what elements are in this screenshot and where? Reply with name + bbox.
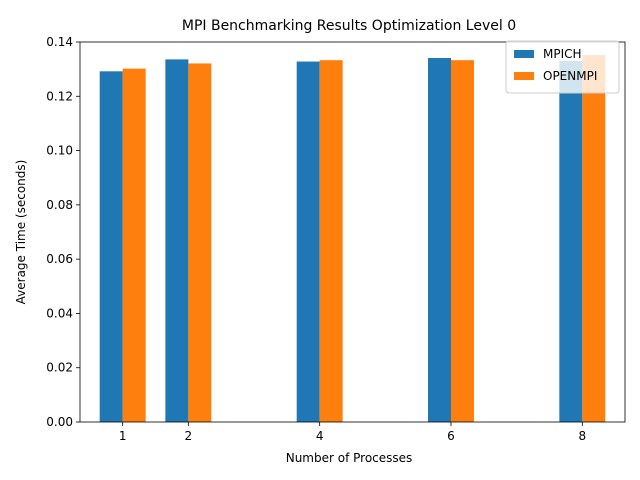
- x-tick-label: 8: [578, 429, 586, 443]
- y-tick-label: 0.02: [46, 361, 73, 375]
- chart-title: MPI Benchmarking Results Optimization Le…: [182, 18, 516, 34]
- axes-frame: [79, 41, 626, 423]
- bar-openmpi-1: [122, 68, 146, 422]
- plot-area: 1 2 4 6 8 0.00 0.02 0.04 0.06 0.08 0.10 0.12 0.14: [46, 35, 626, 443]
- x-tick-label: 4: [316, 429, 324, 443]
- y-tick-label: 0.00: [46, 415, 73, 429]
- y-tick-label: 0.04: [46, 306, 73, 320]
- bar-openmpi-6: [450, 60, 474, 422]
- bar-mpich-6: [428, 58, 451, 423]
- bar-mpich-2: [165, 59, 189, 422]
- x-tick-label: 1: [119, 429, 127, 443]
- bar-openmpi-2: [188, 63, 212, 422]
- y-axis-label: Average Time (seconds): [14, 160, 28, 305]
- legend-label-openmpi: OPENMPI: [543, 69, 597, 83]
- bar-openmpi-4: [319, 60, 343, 422]
- y-tick-label: 0.14: [46, 35, 73, 49]
- legend-label-mpich: MPICH: [543, 47, 582, 61]
- y-tick-label: 0.06: [46, 252, 73, 266]
- bar-mpich-8: [559, 61, 583, 422]
- legend: MPICH OPENMPI: [505, 40, 620, 94]
- x-tick-label: 2: [185, 429, 193, 443]
- bar-openmpi-8: [582, 55, 606, 423]
- x-axis-label: Number of Processes: [286, 451, 413, 465]
- legend-swatch-openmpi: [514, 72, 534, 80]
- y-tick-label: 0.12: [46, 89, 73, 103]
- y-tick-label: 0.08: [46, 198, 73, 212]
- legend-box: [505, 40, 620, 94]
- bar-mpich-4: [296, 61, 320, 423]
- x-tick-label: 6: [447, 429, 455, 443]
- bar-mpich-1: [99, 71, 123, 423]
- legend-swatch-mpich: [514, 50, 534, 58]
- y-tick-label: 0.10: [46, 144, 73, 158]
